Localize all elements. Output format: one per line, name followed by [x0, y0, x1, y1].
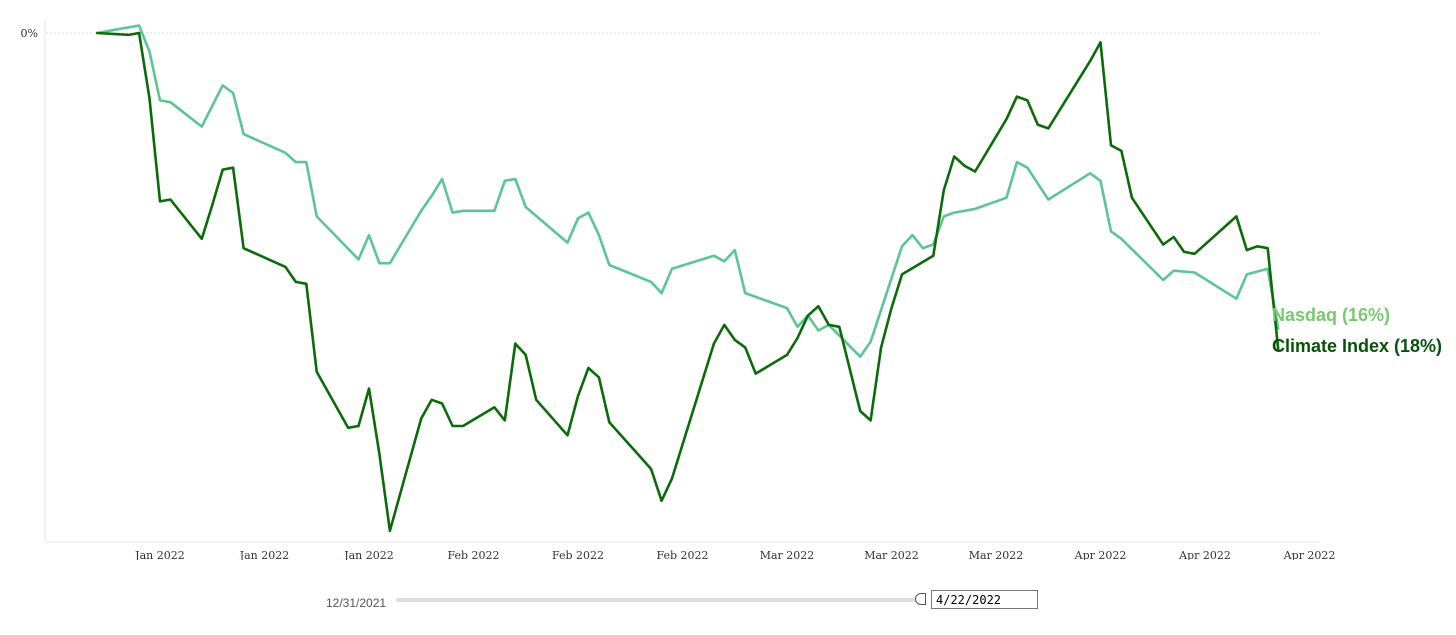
x-tick-label: Feb 2022 [656, 549, 708, 560]
x-tick-label: Apr 2022 [1074, 549, 1127, 560]
x-tick-label: Mar 2022 [864, 549, 919, 560]
line-chart: 0% Jan 2022 Jan 2022 Jan 2022 Feb 2022 Feb 2… [21, 20, 1442, 560]
nasdaq-line [96, 24, 1280, 358]
x-tick-label: Apr 2022 [1283, 549, 1336, 560]
x-tick-label: Jan 2022 [343, 549, 394, 560]
date-range-slider-handle[interactable] [915, 593, 926, 605]
x-tick-label: Mar 2022 [969, 549, 1024, 560]
x-tick-label: Jan 2022 [239, 549, 290, 560]
climate-index-label: Climate Index (18%) [1272, 336, 1442, 356]
climate-index-line [96, 31, 1280, 533]
x-tick-label: Feb 2022 [447, 549, 499, 560]
x-tick-label: Mar 2022 [760, 549, 815, 560]
date-range-start: 12/31/2021 [326, 596, 387, 610]
y-tick-label: 0% [21, 27, 38, 40]
date-range-slider-track[interactable] [396, 598, 920, 602]
x-tick-label: Jan 2022 [134, 549, 185, 560]
x-tick-label: Apr 2022 [1178, 549, 1231, 560]
date-range-end-input[interactable] [931, 590, 1038, 609]
x-tick-label: Feb 2022 [552, 549, 604, 560]
nasdaq-label: Nasdaq (16%) [1272, 305, 1390, 325]
